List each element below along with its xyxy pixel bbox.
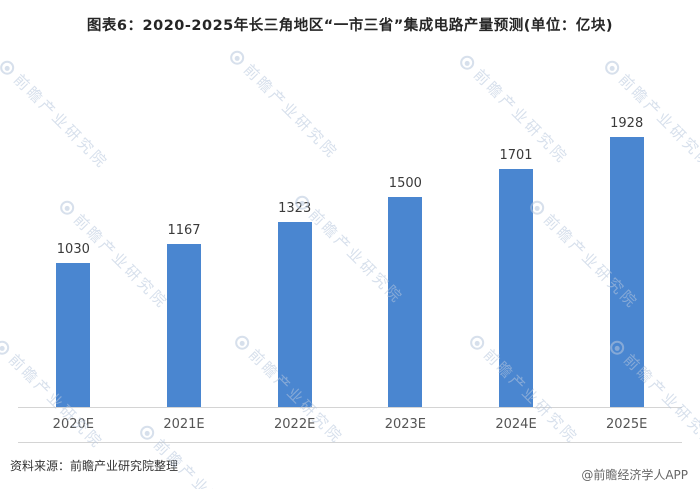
bar — [167, 244, 201, 407]
qianzhan-logo-icon — [602, 57, 623, 78]
bar-column: 1167 — [129, 223, 240, 407]
credit-note: @前瞻经济学人APP — [581, 468, 688, 482]
x-axis-label: 2020E — [52, 417, 94, 432]
bar-column: 1030 — [18, 242, 129, 407]
x-axis-label: 2021E — [163, 417, 205, 432]
x-axis-labels: 2020E 2021E 2022E 2023E 2024E 2025E — [18, 408, 682, 443]
bar — [277, 222, 312, 407]
bars-row: 1030 1167 1323 1500 1701 1928 — [18, 93, 682, 408]
qianzhan-logo-icon — [227, 47, 248, 68]
bar — [609, 137, 644, 407]
bar — [499, 169, 534, 407]
bar-column: 1701 — [461, 148, 572, 407]
chart-title: 图表6：2020-2025年长三角地区“一市三省”集成电路产量预测(单位：亿块) — [86, 18, 614, 34]
bar-column: 1323 — [239, 201, 350, 407]
bar-value-label: 1167 — [167, 223, 201, 238]
qianzhan-logo-icon — [457, 52, 478, 73]
x-axis-label: 2024E — [495, 417, 537, 432]
bar-value-label: 1323 — [278, 201, 312, 216]
bar — [388, 197, 423, 407]
x-axis-label: 2022E — [274, 417, 316, 432]
x-axis-label: 2023E — [384, 417, 426, 432]
x-axis-label: 2025E — [606, 417, 648, 432]
bar-column: 1928 — [571, 116, 682, 407]
qianzhan-logo-icon — [0, 57, 18, 78]
qianzhan-logo-icon — [0, 337, 13, 358]
bar-value-label: 1500 — [388, 176, 422, 191]
bar-value-label: 1030 — [56, 242, 90, 257]
bar — [56, 263, 91, 407]
bar-value-label: 1701 — [499, 148, 533, 163]
bar-chart: 1030 1167 1323 1500 1701 1928 2020E 2021E 2022E… — [18, 93, 682, 443]
bar-column: 1500 — [350, 176, 461, 407]
source-note: 资料来源：前瞻产业研究院整理 — [10, 459, 179, 473]
bar-value-label: 1928 — [610, 116, 644, 131]
